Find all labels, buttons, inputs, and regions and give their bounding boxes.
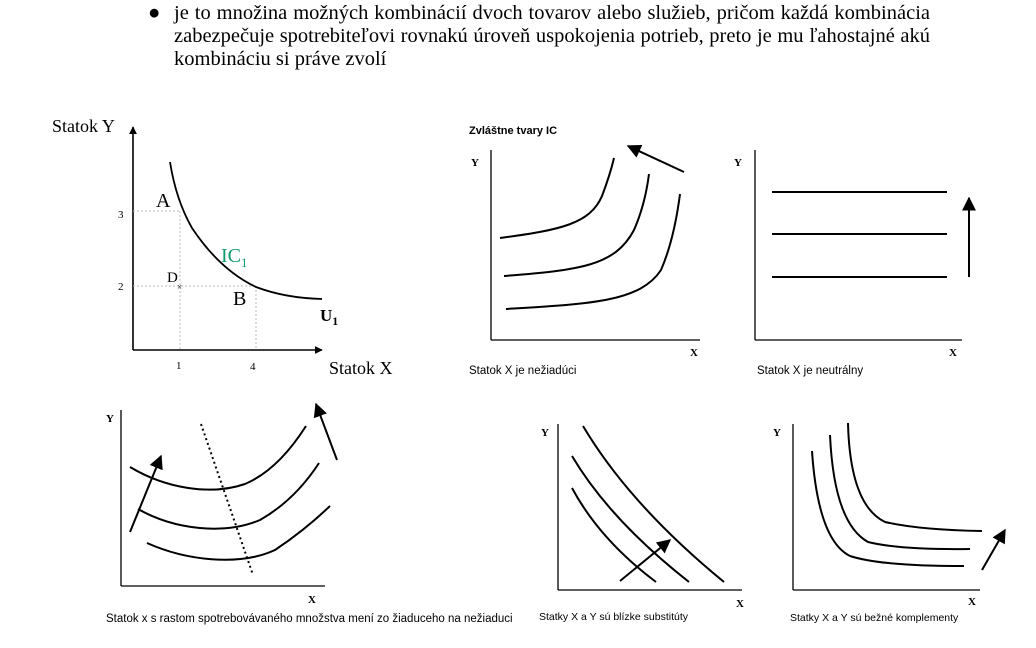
point-b-label: B [233,288,246,310]
panel3-curve-1 [129,425,307,491]
panel4-x-label: X [736,598,744,610]
panel-x-changing: Y X Statok x s rastom spotrebovávaného m… [106,402,513,625]
panel2-y-label: Y [734,157,742,169]
panel-complements: Y X Statky X a Y sú bežné komplementy [773,422,1006,624]
definition-bullet: ● je to množina možných kombinácií dvoch… [148,2,930,71]
panel5-y-label: Y [773,427,781,439]
indifference-curve-ic1 [169,161,323,300]
u1-label: U1 [320,306,338,328]
main-ic-diagram: Statok Y Statok X 3 2 1 4 A B D × IC1 U1 [52,116,393,378]
panel-x-neutral: Y X Statok X je neutrálny [734,150,976,377]
panel-substitutes: Y X Statky X a Y sú blízke substitúty [539,424,744,623]
panel1-arrow [626,144,685,173]
panel3-x-label: X [308,594,316,606]
panel1-y-label: Y [471,157,479,169]
panel1-curve-1 [499,157,615,239]
panel4-arrow [619,539,672,582]
panel3-curve-2 [137,462,320,530]
panel3-caption: Statok x s rastom spotrebovávaného množs… [106,613,513,625]
panel5-curve-3 [847,422,983,532]
panel1-curve-2 [503,173,650,277]
main-x-axis-label: Statok X [329,358,393,378]
y-tick-2: 2 [118,281,124,293]
panel5-caption: Statky X a Y sú bežné komplementy [790,612,959,624]
panel4-caption: Statky X a Y sú blízke substitúty [539,611,689,623]
panel1-curve-3 [505,193,681,310]
panel5-arrow [981,528,1006,571]
panel-x-undesirable: Y X Statok X je nežiadúci [469,144,700,377]
panel5-curve-1 [811,450,965,567]
point-d-label: D [167,270,178,286]
panel3-arrow-right [313,402,338,461]
panel5-x-label: X [968,596,976,608]
point-a-label: A [156,190,171,212]
panel2-caption: Statok X je neutrálny [757,365,863,377]
x-tick-1: 1 [176,360,182,372]
panel4-line-1 [571,487,657,583]
y-tick-3: 3 [118,209,124,221]
main-y-axis-label: Statok Y [52,116,115,136]
panel3-arrow-left [129,454,163,533]
x-tick-4: 4 [250,361,256,373]
panel4-y-label: Y [541,427,549,439]
panel1-caption: Statok X je nežiadúci [469,365,576,377]
ic1-label: IC1 [221,245,248,270]
panel3-curve-3 [146,505,331,561]
panel1-x-label: X [690,347,698,359]
panel4-line-2 [571,455,690,583]
special-shapes-title: Zvláštne tvary IC [469,125,557,137]
panel3-y-label: Y [106,413,114,425]
panel3-dotted-divider [200,423,254,576]
point-d-marker: × [177,282,182,292]
panel2-x-label: X [949,347,957,359]
panel5-curve-2 [829,434,971,551]
bullet-icon: ● [148,2,161,24]
panel4-line-3 [582,425,725,583]
definition-text: je to množina možných kombinácií dvoch t… [174,2,930,70]
